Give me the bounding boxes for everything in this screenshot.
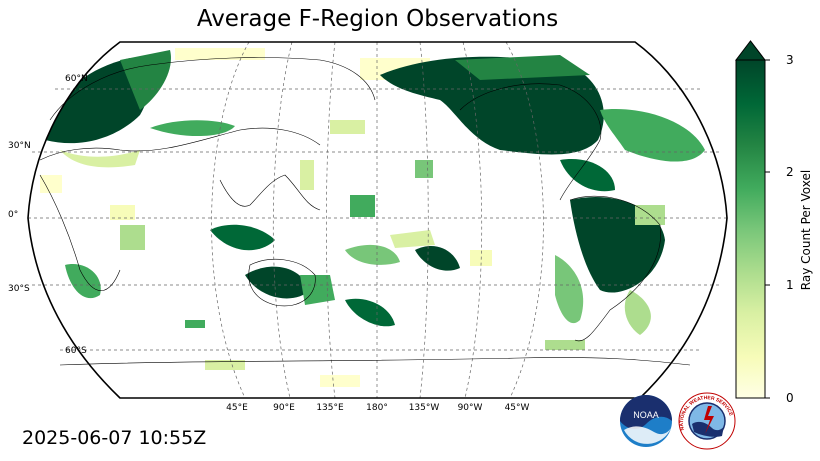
colorbar-gradient (735, 59, 766, 399)
lon-label-135w: 135°W (408, 403, 440, 413)
timestamp: 2025-06-07 10:55Z (22, 427, 207, 449)
lon-label-45w: 45°W (504, 403, 530, 413)
colorbar-extend-arrow (735, 40, 767, 61)
noaa-logo-icon: NOAA (620, 395, 672, 447)
colorbar-tick-3: 3 (786, 53, 794, 67)
coastlines (39, 57, 691, 366)
lat-label-equator: 0° (8, 210, 19, 220)
nws-logo-icon: NATIONAL WEATHER SERVICE (678, 392, 736, 450)
lon-label-135e: 135°E (316, 403, 344, 413)
colorbar (735, 40, 770, 399)
colorbar-tick-1: 1 (786, 278, 794, 292)
colorbar-tick-2: 2 (786, 165, 794, 179)
lat-label-60n: 60°N (65, 74, 88, 84)
lat-label-30s: 30°S (8, 284, 30, 294)
lon-label-45e: 45°E (226, 403, 248, 413)
lat-label-30n: 30°N (8, 141, 31, 151)
colorbar-tick-0: 0 (786, 391, 794, 405)
colorbar-label: Ray Count Per Voxel (799, 169, 813, 291)
noaa-logo-text: NOAA (633, 410, 659, 420)
lat-label-60s: 60°S (65, 346, 87, 356)
observation-field (40, 48, 705, 387)
lon-label-180: 180° (366, 403, 388, 413)
lon-label-90w: 90°W (457, 403, 483, 413)
gridlines (28, 41, 727, 399)
world-map (27, 41, 728, 399)
lon-label-90e: 90°E (273, 403, 295, 413)
map-title: Average F-Region Observations (196, 6, 559, 32)
